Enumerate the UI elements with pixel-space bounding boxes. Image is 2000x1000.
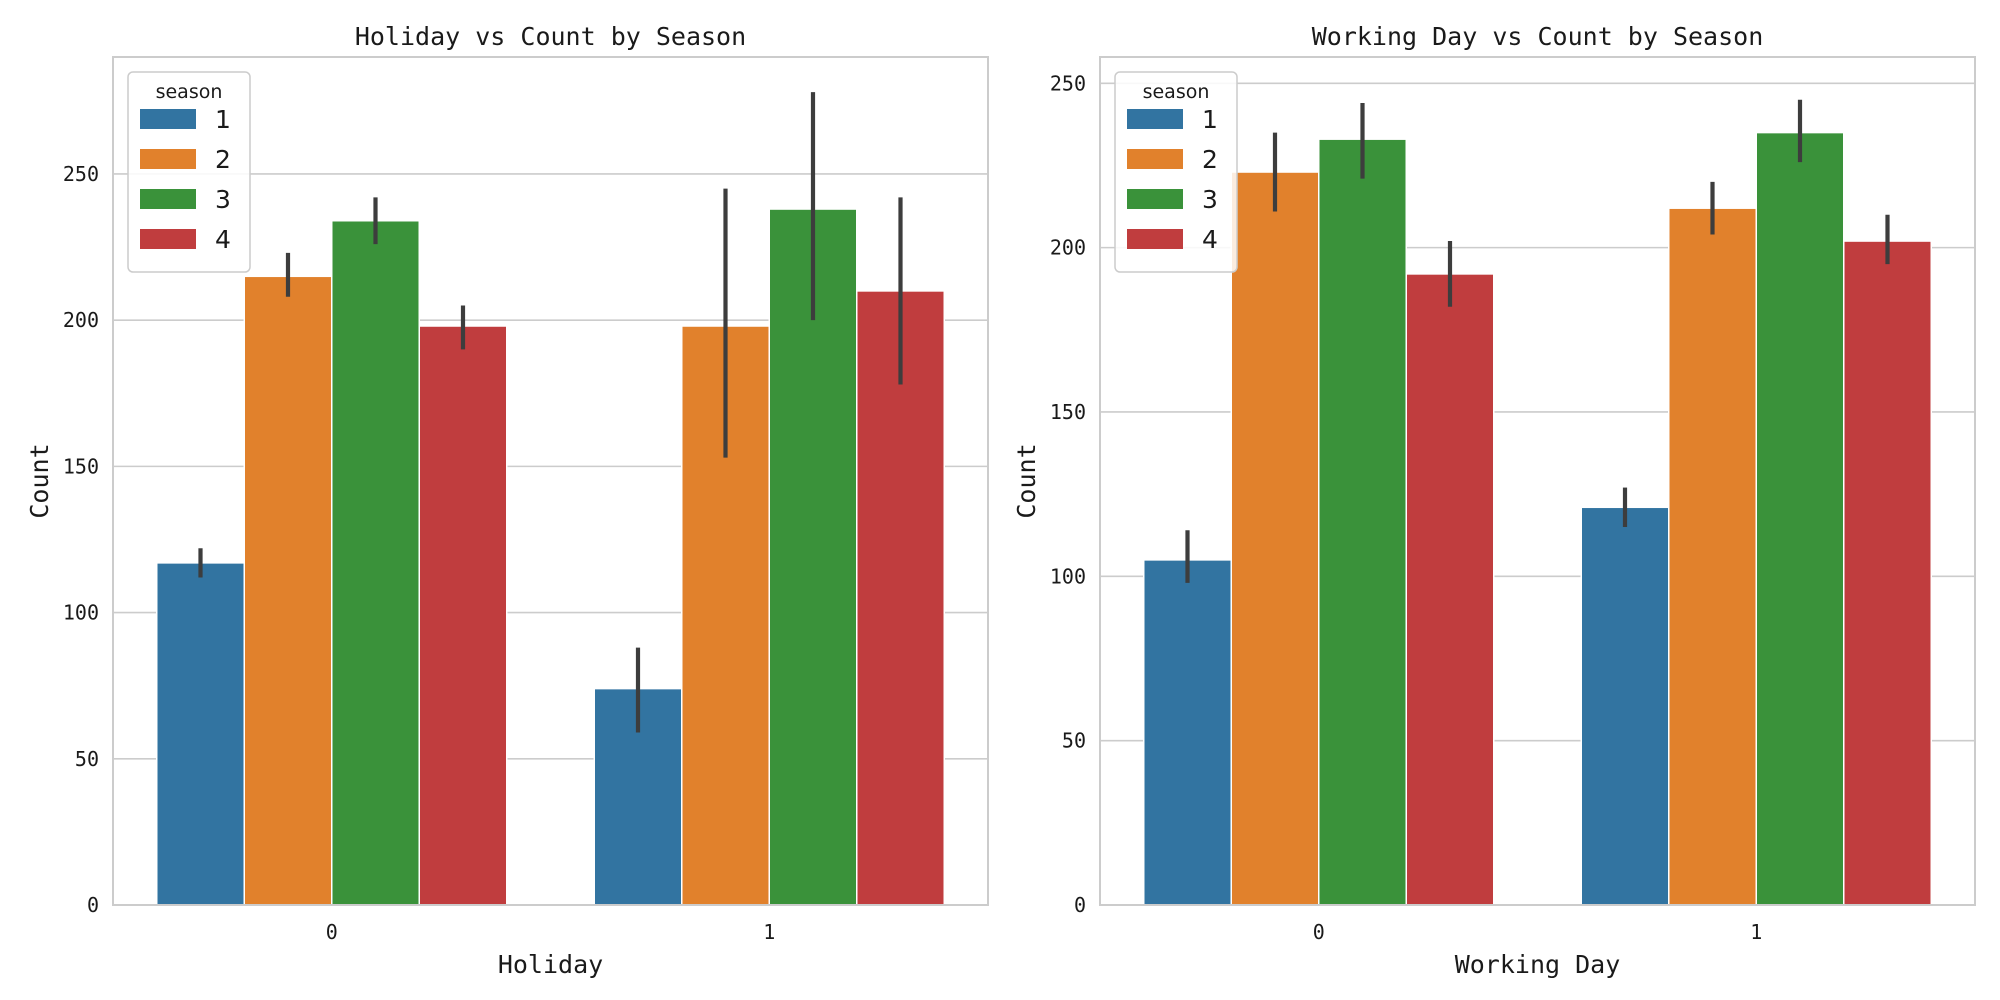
- legend-swatch-season-4: [140, 229, 196, 249]
- bar-season-1-cat-0: [156, 562, 245, 906]
- bar-season-4-cat-1: [1843, 240, 1932, 906]
- legend-swatch-season-2: [1127, 149, 1183, 169]
- y-tick-label: 0: [1074, 893, 1086, 917]
- bar-season-1-cat-1: [1580, 506, 1670, 906]
- legend-label-season-1: 1: [215, 105, 231, 134]
- y-tick-label: 150: [63, 454, 99, 478]
- x-axis-label: Holiday: [498, 950, 603, 979]
- x-tick-label: 1: [763, 920, 775, 944]
- x-tick-label: 0: [326, 920, 338, 944]
- legend-swatch-season-1: [140, 109, 196, 129]
- y-tick-label: 100: [63, 601, 99, 625]
- legend-swatch-season-2: [140, 149, 196, 169]
- y-tick-label: 200: [1050, 236, 1086, 260]
- x-axis-label: Working Day: [1455, 950, 1621, 979]
- y-axis-label: Count: [25, 443, 54, 518]
- bar-season-2-cat-0: [1230, 171, 1320, 906]
- x-tick-label: 1: [1750, 920, 1762, 944]
- y-tick-label: 250: [63, 162, 99, 186]
- bar-season-2-cat-1: [1668, 207, 1757, 906]
- axes-frame: [112, 56, 989, 906]
- legend-label-season-1: 1: [1202, 105, 1218, 134]
- legend-label-season-3: 3: [215, 185, 231, 214]
- bar-season-3-cat-0: [331, 220, 420, 906]
- bar-season-2-cat-0: [243, 275, 333, 906]
- legend-swatch-season-1: [1127, 109, 1183, 129]
- y-tick-label: 100: [1050, 564, 1086, 588]
- chart-title: Working Day vs Count by Season: [1312, 22, 1764, 51]
- legend-swatch-season-3: [1127, 189, 1183, 209]
- legend-title: season: [156, 81, 223, 103]
- legend-label-season-4: 4: [1202, 225, 1218, 254]
- legend-title: season: [1143, 81, 1210, 103]
- y-tick-label: 50: [75, 747, 99, 771]
- bar-season-4-cat-0: [418, 325, 508, 906]
- working-day-chart: 0 50 100 150 200 250 0 1 Working Day Count Working…: [1012, 22, 1976, 979]
- bar-season-3-cat-1: [1755, 131, 1845, 906]
- y-tick-label: 0: [87, 893, 99, 917]
- legend-swatch-season-4: [1127, 229, 1183, 249]
- legend-swatch-season-3: [140, 189, 196, 209]
- bar-season-1-cat-0: [1143, 559, 1232, 906]
- bar-season-3-cat-1: [768, 208, 858, 906]
- y-tick-label: 200: [63, 308, 99, 332]
- chart-title: Holiday vs Count by Season: [355, 22, 746, 51]
- legend-label-season-2: 2: [1202, 145, 1218, 174]
- y-tick-label: 50: [1062, 729, 1086, 753]
- holiday-chart: 0 50 100 150 200 250 0 1 Holiday Count Holiday vs …: [25, 22, 989, 979]
- y-tick-label: 150: [1050, 400, 1086, 424]
- legend-label-season-2: 2: [215, 145, 231, 174]
- y-axis-label: Count: [1012, 443, 1041, 518]
- bar-season-4-cat-0: [1405, 273, 1495, 906]
- axes-frame: [1099, 56, 1976, 906]
- bar-season-3-cat-0: [1318, 138, 1407, 906]
- x-tick-label: 0: [1313, 920, 1325, 944]
- legend-label-season-3: 3: [1202, 185, 1218, 214]
- legend-label-season-4: 4: [215, 225, 231, 254]
- y-tick-label: 250: [1050, 71, 1086, 95]
